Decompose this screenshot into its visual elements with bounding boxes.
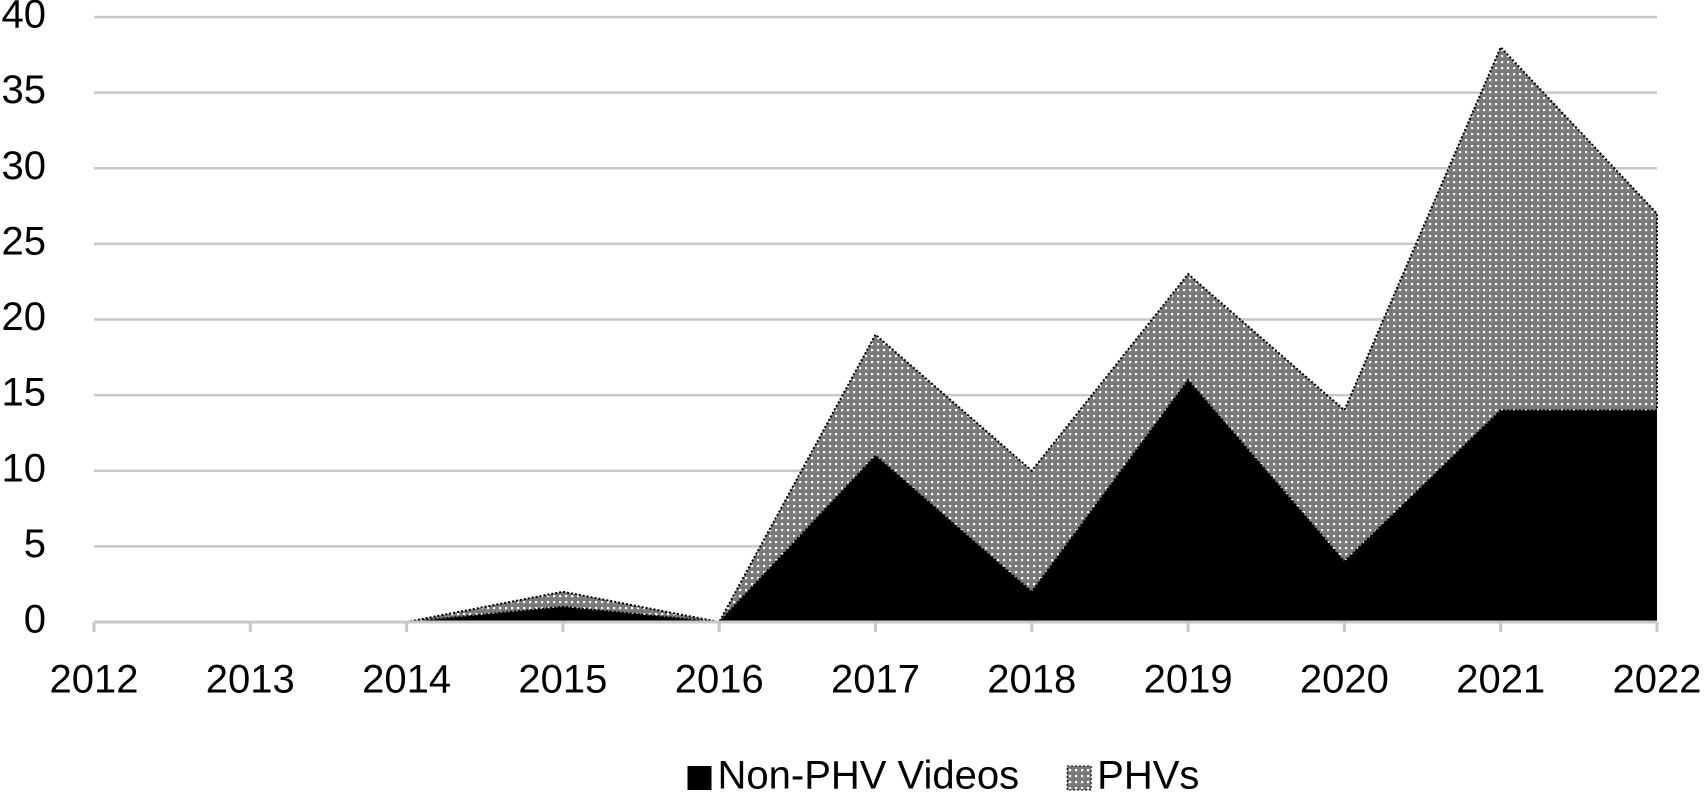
x-tick-label: 2017 (831, 658, 920, 702)
x-tick-label: 2014 (362, 658, 451, 702)
y-tick-label: 15 (2, 371, 47, 415)
y-tick-label: 5 (24, 522, 46, 566)
legend-swatch (687, 766, 712, 790)
y-tick-label: 40 (2, 0, 47, 37)
legend-swatch (1066, 765, 1092, 791)
x-tick-label: 2016 (675, 658, 764, 702)
y-tick-label: 25 (2, 219, 47, 263)
area (94, 380, 1657, 622)
y-tick-label: 0 (24, 598, 46, 642)
y-tick-label: 30 (2, 144, 47, 188)
x-tick-label: 2013 (206, 658, 295, 702)
x-tick-label: 2021 (1456, 658, 1545, 702)
x-tick-label: 2020 (1300, 658, 1389, 702)
legend-label: PHVs (1097, 754, 1199, 798)
x-tick-label: 2018 (987, 658, 1076, 702)
x-tick-label: 2012 (50, 658, 139, 702)
x-tick-label: 2019 (1144, 658, 1233, 702)
x-tick-label: 2022 (1613, 658, 1702, 702)
y-tick-label: 20 (2, 295, 47, 339)
x-tick-label: 2015 (518, 658, 607, 702)
y-tick-label: 10 (2, 446, 47, 490)
area (94, 45, 1658, 624)
legend-label: Non-PHV Videos (718, 754, 1020, 798)
y-tick-label: 35 (2, 68, 47, 112)
